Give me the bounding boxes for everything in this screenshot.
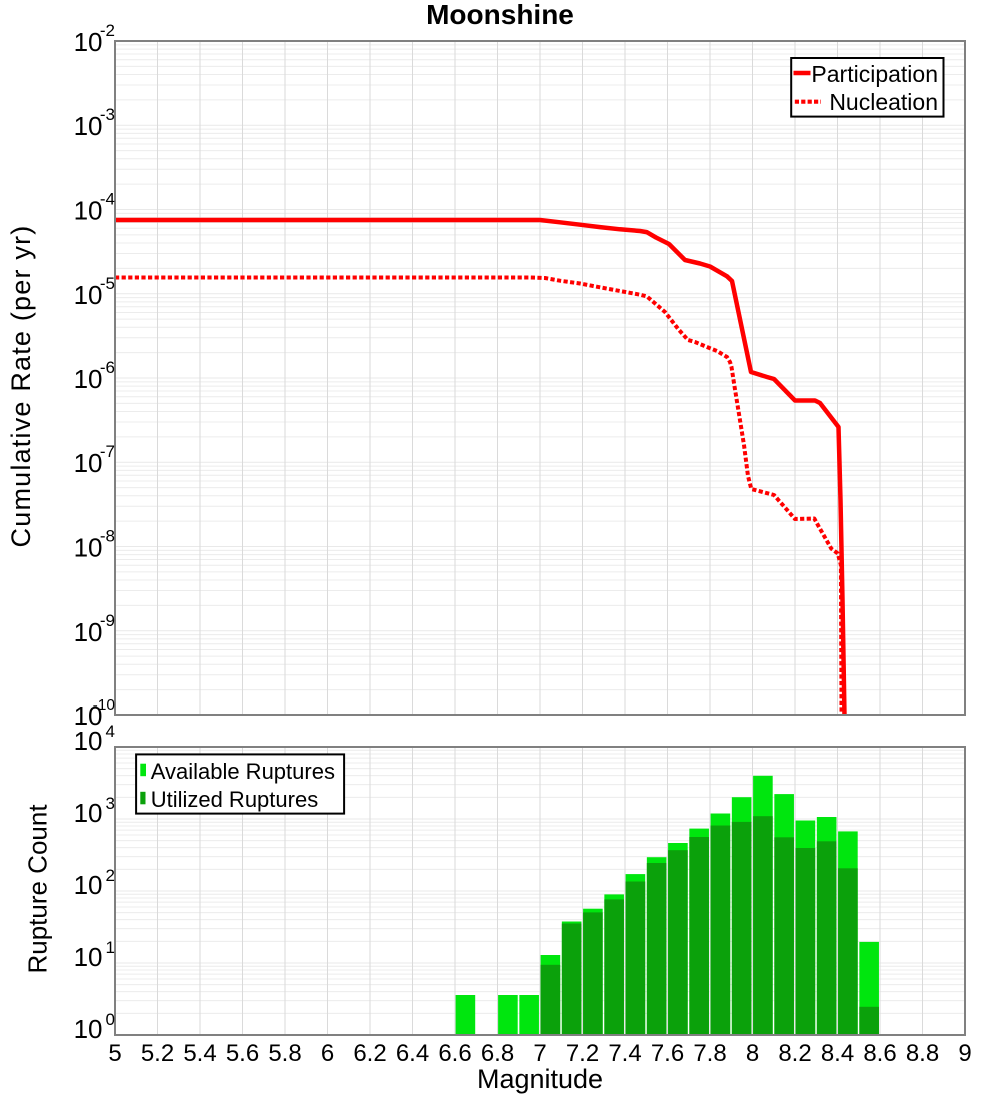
svg-text:Cumulative Rate (per yr): Cumulative Rate (per yr) bbox=[6, 225, 36, 548]
svg-text:8: 8 bbox=[746, 1040, 759, 1067]
svg-text:-2: -2 bbox=[100, 21, 115, 40]
svg-text:10: 10 bbox=[74, 617, 103, 647]
svg-text:-7: -7 bbox=[100, 442, 115, 461]
svg-text:-9: -9 bbox=[100, 611, 115, 630]
svg-text:Nucleation: Nucleation bbox=[829, 89, 938, 115]
svg-text:8.4: 8.4 bbox=[821, 1040, 854, 1067]
svg-text:10: 10 bbox=[74, 27, 103, 57]
svg-text:-8: -8 bbox=[100, 527, 115, 546]
svg-text:5.6: 5.6 bbox=[226, 1040, 259, 1067]
svg-text:-6: -6 bbox=[100, 358, 115, 377]
svg-text:-10: -10 bbox=[93, 697, 116, 714]
svg-text:10: 10 bbox=[74, 364, 103, 394]
svg-text:3: 3 bbox=[106, 794, 115, 813]
svg-text:7.8: 7.8 bbox=[693, 1040, 726, 1067]
svg-text:10: 10 bbox=[74, 942, 103, 972]
svg-text:Moonshine: Moonshine bbox=[426, 0, 574, 30]
svg-text:10: 10 bbox=[74, 533, 103, 563]
svg-text:4: 4 bbox=[106, 722, 115, 741]
svg-text:7.6: 7.6 bbox=[651, 1040, 684, 1067]
svg-text:Magnitude: Magnitude bbox=[477, 1064, 603, 1094]
svg-text:2: 2 bbox=[106, 866, 115, 885]
svg-text:10: 10 bbox=[74, 448, 103, 478]
svg-text:Participation: Participation bbox=[811, 61, 938, 87]
svg-text:10: 10 bbox=[74, 196, 103, 226]
svg-text:8.8: 8.8 bbox=[906, 1040, 939, 1067]
svg-text:7.2: 7.2 bbox=[566, 1040, 599, 1067]
svg-text:8.6: 8.6 bbox=[863, 1040, 896, 1067]
svg-text:10: 10 bbox=[74, 701, 103, 731]
svg-text:7.4: 7.4 bbox=[608, 1040, 641, 1067]
svg-text:6.6: 6.6 bbox=[438, 1040, 471, 1067]
svg-text:6: 6 bbox=[321, 1040, 334, 1067]
svg-text:Utilized Ruptures: Utilized Ruptures bbox=[151, 787, 319, 812]
svg-text:1: 1 bbox=[106, 938, 115, 957]
svg-text:10: 10 bbox=[74, 870, 103, 900]
svg-text:6.4: 6.4 bbox=[396, 1040, 429, 1067]
svg-text:5.8: 5.8 bbox=[268, 1040, 301, 1067]
svg-text:5.2: 5.2 bbox=[141, 1040, 174, 1067]
svg-text:5.4: 5.4 bbox=[183, 1040, 216, 1067]
svg-text:-3: -3 bbox=[100, 105, 115, 124]
svg-text:-4: -4 bbox=[100, 190, 115, 209]
svg-text:Rupture Count: Rupture Count bbox=[23, 804, 53, 974]
svg-text:10: 10 bbox=[74, 280, 103, 310]
svg-text:10: 10 bbox=[74, 726, 103, 756]
svg-text:10: 10 bbox=[74, 798, 103, 828]
svg-text:7: 7 bbox=[533, 1040, 546, 1067]
svg-text:5: 5 bbox=[108, 1040, 121, 1067]
svg-text:6.2: 6.2 bbox=[353, 1040, 386, 1067]
svg-text:9: 9 bbox=[958, 1040, 971, 1067]
svg-text:Available Ruptures: Available Ruptures bbox=[151, 759, 335, 784]
svg-text:10: 10 bbox=[74, 1014, 103, 1044]
svg-text:6.8: 6.8 bbox=[481, 1040, 514, 1067]
svg-text:10: 10 bbox=[74, 111, 103, 141]
svg-text:8.2: 8.2 bbox=[778, 1040, 811, 1067]
svg-text:-5: -5 bbox=[100, 274, 115, 293]
svg-text:0: 0 bbox=[106, 1010, 115, 1029]
